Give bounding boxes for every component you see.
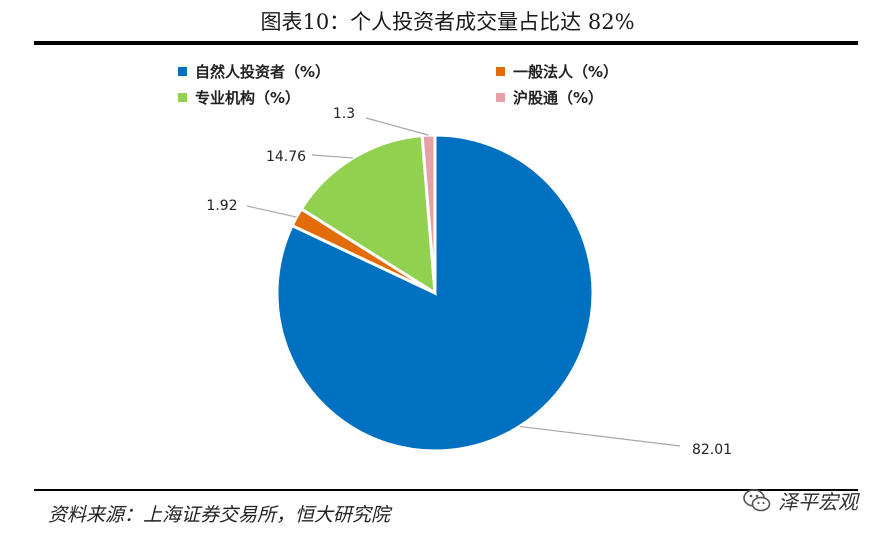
legend-swatch-connect [496, 93, 505, 102]
legend-label-connect: 沪股通（%） [513, 89, 604, 107]
legend-label-institution: 专业机构（%） [195, 89, 301, 107]
label-leaders [246, 117, 681, 447]
wechat-icon [743, 488, 771, 511]
leader-line-institution [311, 154, 354, 159]
leader-line-general-legal [246, 205, 297, 218]
title-divider [34, 41, 858, 45]
data-labels: 82.01 1.92 14.76 1.3 [206, 106, 732, 458]
footer-divider [34, 489, 858, 491]
watermark: 泽平宏观 [742, 486, 858, 515]
legend-item-individual: 自然人投资者（%） [178, 61, 330, 82]
data-label-institution: 14.76 [266, 149, 306, 165]
data-label-general-legal: 1.92 [206, 198, 237, 214]
legend-swatch-institution [178, 93, 187, 102]
legend-swatch-individual [178, 67, 187, 76]
chart-legend: 自然人投资者（%） 一般法人（%） 专业机构（%） 沪股通（%） [178, 61, 698, 111]
leader-line-connect [365, 117, 429, 136]
legend-item-connect: 沪股通（%） [496, 87, 603, 108]
pie-slices [275, 133, 595, 453]
data-label-connect: 1.3 [333, 106, 355, 122]
legend-label-individual: 自然人投资者（%） [195, 63, 331, 81]
data-label-individual: 82.01 [692, 442, 732, 458]
legend-swatch-general-legal [496, 67, 505, 76]
legend-label-general-legal: 一般法人（%） [513, 63, 619, 81]
legend-item-institution: 专业机构（%） [178, 87, 300, 108]
source-note: 资料来源：上海证券交易所，恒大研究院 [48, 504, 391, 526]
chart-title: 图表10：个人投资者成交量占比达 82% [260, 10, 635, 34]
leader-line-individual [519, 425, 681, 447]
watermark-text: 泽平宏观 [778, 490, 858, 514]
legend-item-general-legal: 一般法人（%） [496, 61, 618, 82]
